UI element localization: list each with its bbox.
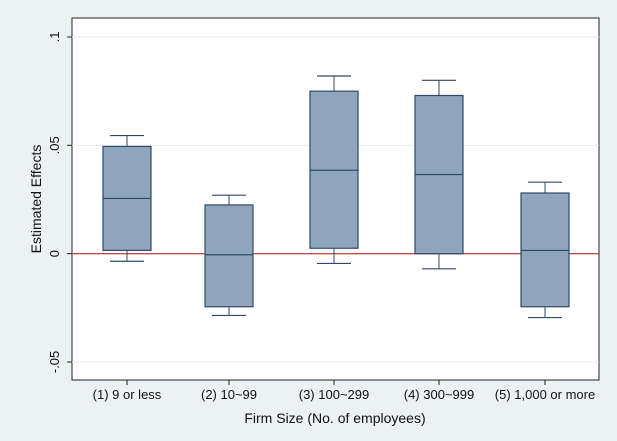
y-tick-label: -.05 — [47, 351, 62, 373]
y-tick-label: 0 — [47, 250, 62, 257]
box-iqr — [204, 204, 254, 308]
box-group — [414, 79, 464, 270]
x-tick-label: (5) 1,000 or more — [495, 387, 595, 402]
axes-layer: .1 .05 0 -.05 (1) 9 or less (2) 10~99 (3) 100~… — [47, 32, 595, 402]
y-axis-title: Estimated Effects — [28, 145, 44, 254]
x-tick-label: (3) 100~299 — [299, 387, 369, 402]
y-tick-label: .05 — [47, 136, 62, 154]
x-tick-label: (2) 10~99 — [201, 387, 257, 402]
box-group — [309, 75, 359, 265]
x-tick-label: (1) 9 or less — [93, 387, 162, 402]
boxes-layer — [102, 75, 570, 319]
box-group — [102, 134, 152, 262]
box-group — [520, 181, 570, 319]
x-tick-label: (4) 300~999 — [404, 387, 474, 402]
x-axis-title: Firm Size (No. of employees) — [244, 410, 425, 426]
y-tick-label: .1 — [47, 32, 62, 43]
box-group — [204, 194, 254, 317]
